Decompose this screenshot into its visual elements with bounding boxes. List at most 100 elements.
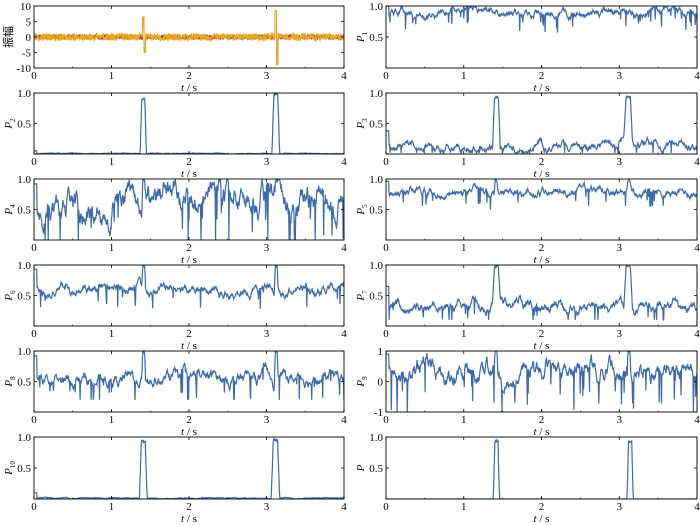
x-tick-label: 4 [341, 242, 347, 254]
x-axis-label-unit: / s [184, 340, 197, 352]
x-tick-label: 1 [109, 501, 115, 513]
y-axis-label: P3 [355, 118, 369, 130]
y-axis-label: P9 [355, 376, 369, 388]
series-line-P4 [34, 179, 344, 240]
x-tick-label: 2 [186, 328, 192, 340]
panel-P2: 0 1 2 3 40.51.0t / sP2 [3, 88, 347, 180]
x-axis-label-unit: / s [184, 254, 197, 266]
x-axis-label: t / s [534, 82, 550, 94]
x-tick-label: 3 [617, 414, 623, 426]
y-axis-label-main: P [355, 294, 367, 302]
x-tick-label: 0 [383, 328, 389, 340]
x-tick-label: 1 [461, 242, 467, 254]
y-axis-label: P1 [355, 31, 369, 43]
x-tick-label: 2 [186, 242, 192, 254]
y-tick-label: 0.5 [17, 291, 31, 303]
x-axis-label: t / s [534, 340, 550, 352]
x-axis-label-unit: / s [537, 426, 550, 438]
y-axis-label: P [355, 464, 367, 472]
y-axis-label-main: P [355, 208, 367, 216]
y-axis-label-sub: 1 [361, 31, 369, 35]
x-axis-label: t / s [181, 340, 197, 352]
y-tick-label: 0.5 [369, 119, 383, 131]
panel-P6: 0 1 2 3 4 0.5 1.0 t / s P6 [3, 260, 347, 352]
series-line-P9 [386, 351, 697, 412]
panel-P7: 0 1 2 3 4 0.5 1.0 t / s P7 [355, 260, 700, 352]
x-tick-label: 4 [694, 328, 700, 340]
x-axis-label-unit: / s [537, 168, 550, 180]
x-tick-label: 1 [109, 414, 115, 426]
y-tick-label: 5 [26, 17, 32, 29]
y-axis-label-main: P [355, 35, 367, 43]
x-tick-label: 3 [617, 156, 623, 168]
x-tick-label: 4 [694, 414, 700, 426]
x-axis-label-unit: / s [537, 254, 550, 266]
y-tick-label: -5 [22, 48, 32, 60]
x-axis-label: t / s [534, 513, 550, 525]
y-axis-label-main: P [3, 122, 15, 130]
panel-P10: 0 1 2 3 4 0.5 1.0 t / s P10 [3, 432, 347, 525]
x-tick-label: 2 [539, 328, 545, 340]
plot-frame [33, 92, 345, 155]
y-axis-label: P7 [355, 290, 369, 302]
x-axis-label: t / s [181, 82, 197, 94]
series-line-P8 [34, 351, 344, 401]
x-tick-label: 2 [539, 501, 545, 513]
x-tick-label: 0 [31, 501, 37, 513]
y-tick-label: -10 [16, 63, 31, 75]
x-axis-label-var: t [534, 426, 538, 438]
x-tick-label: 2 [539, 156, 545, 168]
y-axis-label-sub: 2 [9, 118, 17, 122]
y-tick-label: 0.5 [17, 463, 31, 475]
x-tick-label: 4 [694, 156, 700, 168]
y-tick-label: 10 [20, 1, 32, 13]
x-axis-label-var: t [534, 82, 538, 94]
y-axis-label-main: P [3, 208, 15, 216]
y-tick-label: 0.5 [369, 32, 383, 44]
x-axis-label: t / s [181, 254, 197, 266]
y-tick-label: 0 [26, 32, 32, 44]
y-axis-label-main: P [355, 122, 367, 130]
series-line-P6 [34, 265, 344, 310]
plot-frame [33, 264, 345, 327]
y-axis-label-sub: 4 [9, 204, 17, 208]
y-axis-label-main: P [3, 468, 15, 476]
x-tick-label: 2 [186, 501, 192, 513]
x-tick-label: 0 [31, 70, 37, 82]
plot-frame [33, 436, 345, 500]
y-axis-label-sub: 6 [9, 290, 17, 294]
y-tick-label: 1.0 [17, 432, 31, 444]
x-axis-label-var: t [534, 168, 538, 180]
x-axis-label-unit: / s [184, 513, 197, 525]
x-tick-label: 0 [31, 414, 37, 426]
y-axis-label-sub: 5 [361, 204, 369, 208]
y-tick-label: 1.0 [17, 346, 31, 358]
y-axis-label-sub: 3 [361, 118, 369, 122]
y-axis-label-main: P [355, 464, 367, 472]
series-line-P [386, 438, 697, 499]
x-tick-label: 0 [383, 70, 389, 82]
x-tick-label: 2 [186, 414, 192, 426]
x-tick-label: 2 [539, 70, 545, 82]
panel-P5: 0 1 2 3 4 0.5 1.0 t / s P5 [355, 174, 700, 266]
x-tick-label: 3 [617, 501, 623, 513]
x-tick-label: 1 [461, 414, 467, 426]
x-axis-label-var: t [534, 254, 538, 266]
x-tick-label: 3 [264, 156, 270, 168]
x-tick-label: 4 [694, 501, 700, 513]
y-tick-label: 1.0 [369, 260, 383, 272]
y-tick-label: 0.5 [369, 205, 383, 217]
x-axis-label-unit: / s [537, 82, 550, 94]
series-line-P1 [386, 6, 697, 33]
x-tick-label: 0 [383, 501, 389, 513]
series-line-P10 [34, 437, 344, 499]
y-axis-label: 振幅 [1, 26, 15, 48]
x-tick-label: 0 [383, 242, 389, 254]
y-tick-label: 1.0 [17, 174, 31, 186]
y-axis-label-sub: 7 [361, 290, 369, 294]
panel-P: 0 1 2 3 4 0.5 1.0 t / s P [355, 432, 700, 525]
y-axis-label: P5 [355, 204, 369, 216]
series-line-P7 [386, 265, 697, 321]
panel-P8: 0 1 2 3 4 0.5 1.0 t / s P8 [3, 346, 347, 438]
